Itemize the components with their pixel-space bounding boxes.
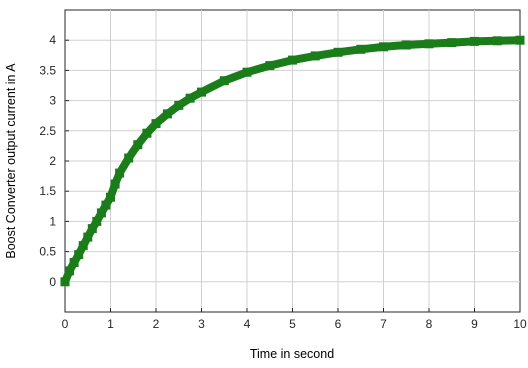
y-tick-label: 1 (49, 214, 56, 228)
data-point (470, 36, 479, 46)
y-tick-labels: 0 0.5 1 1.5 2 2.5 3 3.5 4 (39, 33, 56, 289)
x-tick-label: 6 (335, 317, 342, 331)
data-point (96, 208, 106, 218)
data-point (110, 179, 120, 189)
y-tick-label: 3 (49, 94, 56, 108)
x-tick-label: 7 (380, 317, 387, 331)
y-tick-label: 0 (49, 275, 56, 289)
data-point (78, 241, 88, 251)
data-point (424, 39, 434, 49)
data-point (356, 44, 366, 54)
data-point (174, 100, 184, 110)
data-point (515, 35, 525, 45)
y-tick-label: 3.5 (39, 63, 56, 77)
data-point (447, 38, 457, 48)
data-point (101, 200, 111, 210)
x-tick-label: 3 (198, 317, 205, 331)
data-point (106, 192, 115, 202)
x-tick-label: 0 (62, 317, 69, 331)
y-axis-label: Boost Converter output current in A (4, 63, 18, 259)
y-tick-label: 0.5 (39, 245, 56, 259)
data-point (92, 216, 102, 226)
data-point (197, 87, 206, 97)
data-point (60, 277, 70, 287)
data-point (265, 61, 275, 71)
data-point (162, 109, 172, 119)
data-point (401, 40, 411, 50)
y-tick-label: 2.5 (39, 124, 56, 138)
data-point (83, 232, 93, 242)
data-point (142, 128, 152, 138)
x-tick-label: 1 (107, 317, 114, 331)
data-point (151, 119, 161, 129)
data-point (310, 51, 320, 61)
y-tick-label: 1.5 (39, 184, 56, 198)
data-point (242, 67, 252, 77)
data-point (219, 76, 229, 86)
data-point (74, 250, 84, 260)
x-axis-label: Time in second (250, 347, 334, 361)
series-layer (60, 35, 525, 287)
data-point (133, 140, 143, 150)
x-tick-label: 2 (153, 317, 160, 331)
data-point (333, 47, 343, 57)
x-tick-labels: 0 1 2 3 4 5 6 7 8 9 10 (62, 317, 527, 331)
x-tick-label: 8 (426, 317, 433, 331)
data-point (124, 153, 134, 163)
y-tick-label: 2 (49, 154, 56, 168)
data-point (87, 224, 97, 234)
x-tick-label: 10 (513, 317, 527, 331)
x-tick-label: 5 (289, 317, 296, 331)
data-point (379, 42, 388, 52)
y-tick-label: 4 (49, 33, 56, 47)
data-point (115, 168, 125, 178)
x-tick-label: 9 (471, 317, 478, 331)
data-point (65, 266, 74, 276)
data-point (69, 258, 79, 267)
data-point (185, 93, 195, 103)
data-point (288, 55, 297, 65)
x-tick-label: 4 (244, 317, 251, 331)
data-point (492, 36, 502, 46)
